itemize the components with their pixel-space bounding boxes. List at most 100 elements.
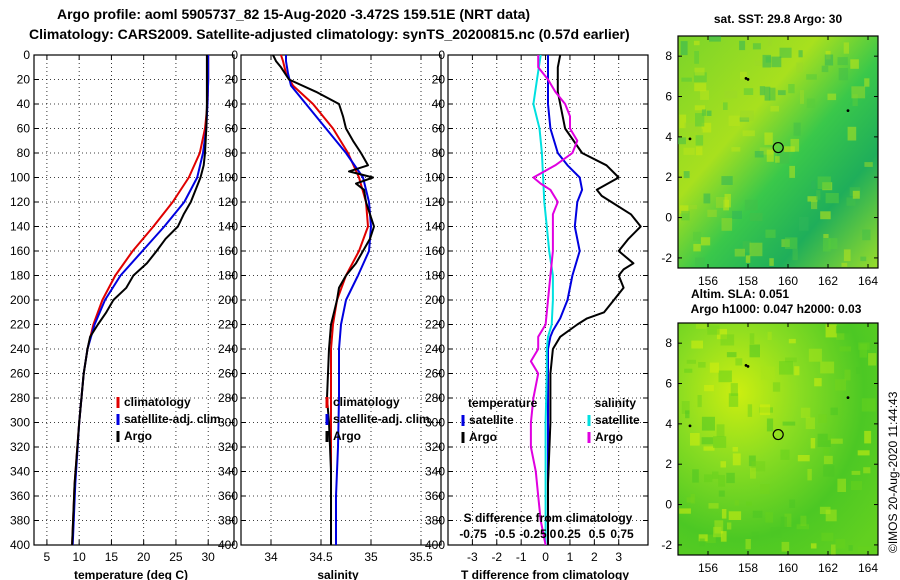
- map-texture-cell: [843, 42, 849, 54]
- map-texture-cell: [765, 512, 773, 523]
- y-tick-label: 240: [10, 342, 30, 356]
- map-texture-cell: [728, 393, 739, 407]
- y-tick-label: 40: [225, 97, 239, 111]
- series-line-temperature-argo: [547, 54, 642, 545]
- y-tick-label: 380: [10, 514, 30, 528]
- map-texture-cell: [698, 362, 706, 368]
- map-texture-cell: [819, 506, 831, 515]
- map-texture-cell: [720, 531, 727, 542]
- map-texture-cell: [785, 357, 797, 363]
- map-texture-cell: [679, 114, 687, 129]
- map-texture-cell: [730, 383, 738, 396]
- legend-label: Argo: [333, 429, 361, 443]
- map-texture-cell: [782, 421, 796, 426]
- map-texture-cell: [699, 538, 705, 547]
- y-tick-label: 4: [665, 130, 672, 144]
- map-texture-cell: [701, 122, 712, 133]
- y-tick-label: 2: [665, 170, 672, 184]
- argo-position-marker: [772, 141, 784, 154]
- profile-panel-3: 0204060801001201401601802002202402602803…: [425, 48, 649, 580]
- map-texture-cell: [796, 524, 809, 530]
- map-texture-cell: [777, 152, 790, 164]
- map-texture-cell: [724, 90, 738, 99]
- map-texture-cell: [749, 242, 763, 257]
- island-dot: [846, 396, 850, 400]
- map-texture-cell: [806, 98, 816, 108]
- y-tick-label: 60: [17, 122, 31, 136]
- map-texture-cell: [681, 401, 690, 414]
- secondary-x-tick-label: 0.5: [589, 527, 606, 541]
- x-tick-label: 25: [169, 550, 183, 564]
- map-texture-cell: [816, 190, 821, 200]
- x-tick-label: 1: [567, 550, 574, 564]
- y-tick-label: 260: [10, 367, 30, 381]
- map-texture-cell: [811, 201, 818, 210]
- map-texture-cell: [706, 110, 712, 116]
- y-tick-label: 0: [665, 498, 672, 512]
- map-texture-cell: [841, 262, 848, 267]
- map-texture-cell: [684, 122, 699, 132]
- y-tick-label: 400: [425, 538, 445, 552]
- map-texture-cell: [732, 453, 741, 466]
- map-texture-cell: [745, 539, 751, 550]
- map-texture-cell: [810, 438, 816, 449]
- y-tick-label: 320: [10, 440, 30, 454]
- map-texture-cell: [852, 94, 858, 107]
- map-texture-cell: [765, 229, 776, 238]
- x-tick-label: -1: [516, 550, 527, 564]
- map-texture-cell: [808, 348, 822, 362]
- map-texture-cell: [748, 455, 756, 467]
- y-tick-label: 160: [218, 244, 238, 258]
- map-texture-cell: [707, 325, 720, 335]
- map-texture-cell: [709, 362, 719, 373]
- island-dot: [746, 77, 750, 81]
- x-tick-label: 3: [615, 550, 622, 564]
- map-texture-cell: [721, 218, 733, 231]
- y-tick-label: 360: [218, 489, 238, 503]
- x-tick-label: 35: [364, 550, 378, 564]
- map-texture-cell: [766, 418, 774, 432]
- map-texture-cell: [718, 490, 725, 497]
- map-texture-cell: [732, 210, 742, 219]
- y-tick-label: 200: [10, 293, 30, 307]
- map-texture-cell: [726, 472, 735, 484]
- y-tick-label: 4: [665, 417, 672, 431]
- map-texture-cell: [683, 171, 690, 179]
- map-texture-cell: [856, 367, 861, 374]
- map-texture-cell: [689, 204, 697, 210]
- map-texture-cell: [835, 538, 846, 549]
- x-tick-label: -3: [467, 550, 478, 564]
- island-dot: [746, 364, 750, 368]
- y-tick-label: 360: [10, 489, 30, 503]
- map-texture-cell: [771, 56, 782, 68]
- map-texture-cell: [726, 352, 737, 358]
- x-tick-label: 158: [738, 561, 758, 575]
- map-texture-cell: [740, 71, 747, 80]
- map-texture-cell: [814, 378, 822, 387]
- y-tick-label: 120: [218, 195, 238, 209]
- map-panel-2: -2 0 2 4 6 8 156 158 160 162 164 Altim. SLA: 0.051A…: [661, 287, 879, 575]
- map-texture-cell: [692, 469, 699, 483]
- y-tick-label: 320: [218, 440, 238, 454]
- y-tick-label: 180: [218, 269, 238, 283]
- map-texture-cell: [754, 60, 765, 66]
- y-tick-label: 140: [218, 220, 238, 234]
- map-texture-cell: [708, 503, 719, 509]
- map-texture-cell: [868, 353, 877, 366]
- map-texture-cell: [724, 193, 731, 208]
- y-tick-label: 20: [432, 73, 446, 87]
- map-texture-cell: [766, 149, 774, 162]
- map-texture-cell: [695, 257, 705, 266]
- y-tick-label: 0: [23, 48, 30, 62]
- y-tick-label: 320: [425, 440, 445, 454]
- map-texture-cell: [716, 328, 727, 340]
- legend-label: Argo: [124, 429, 152, 443]
- map-texture-cell: [698, 534, 708, 542]
- y-tick-label: 340: [10, 465, 30, 479]
- x-tick-label: 15: [105, 550, 119, 564]
- legend-label: satellite: [595, 413, 640, 427]
- legend-title-salinity: salinity: [595, 396, 637, 410]
- map-texture-cell: [798, 50, 803, 58]
- map-texture-cell: [767, 36, 772, 46]
